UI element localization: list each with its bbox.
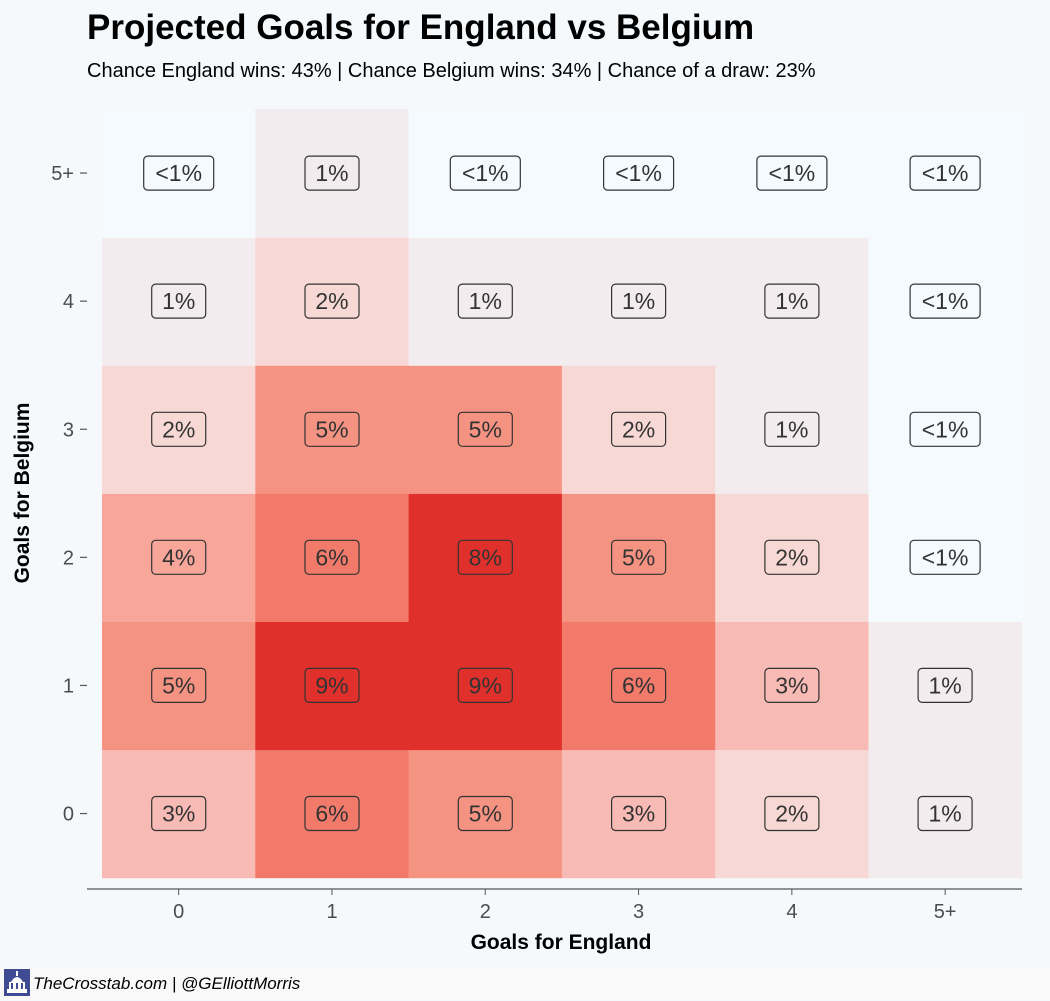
cell-label-box [304, 539, 360, 575]
cell-value-label: 6% [315, 544, 348, 570]
cell-label-box [610, 795, 667, 832]
cell-value-label: 5% [162, 672, 195, 698]
cell-value-label: 2% [315, 288, 348, 314]
y-tick-label: 4 [63, 291, 74, 313]
cell-label-box [151, 539, 207, 575]
cell-value-label: 8% [469, 544, 502, 570]
cell-label-box [151, 795, 207, 832]
cell-value-label: <1% [155, 160, 202, 186]
cell-label-box [457, 411, 513, 447]
cell-label-box [764, 283, 820, 319]
chart-subtitle: Chance England wins: 43% | Chance Belgiu… [87, 60, 816, 82]
cell-value-label: 4% [162, 544, 195, 570]
x-tick-label: 2 [480, 901, 491, 923]
footer: TheCrosstab.com | @GElliottMorris [0, 965, 1050, 1000]
cell-label-box [610, 411, 667, 447]
cell-value-label: 1% [928, 801, 961, 827]
cell-label-box [449, 155, 521, 191]
x-tick-label: 5+ [934, 901, 957, 923]
cell-value-label: 5% [469, 801, 502, 827]
cell-value-label: 2% [775, 801, 808, 827]
cell-value-label: 2% [775, 544, 808, 570]
x-axis-title: Goals for England [471, 931, 652, 954]
cell-value-label: 3% [622, 801, 655, 827]
y-tick-label: 2 [63, 547, 74, 569]
x-tick-label: 1 [326, 901, 337, 923]
cell-label-box [457, 795, 513, 832]
cell-label-box [143, 155, 215, 191]
cell-label-box [457, 283, 513, 319]
cell-value-label: 1% [162, 288, 195, 314]
cell-value-label: 2% [162, 416, 195, 442]
cell-value-label: <1% [922, 416, 969, 442]
cell-label-box [764, 667, 820, 704]
y-tick-label: 1 [63, 675, 74, 697]
cell-value-label: 3% [162, 801, 195, 827]
cell-value-label: <1% [922, 544, 969, 570]
cell-label-box [764, 539, 820, 575]
chart-title: Projected Goals for England vs Belgium [87, 8, 755, 47]
cell-value-label: 6% [622, 672, 655, 698]
capitol-building-icon [4, 969, 30, 1001]
y-tick-label: 3 [63, 419, 74, 441]
y-tick-label: 5+ [51, 163, 74, 185]
cell-label-box [602, 155, 675, 191]
cell-value-label: <1% [615, 160, 662, 186]
cell-value-label: 1% [622, 288, 655, 314]
cell-label-box [909, 283, 981, 319]
heatmap-cells [102, 109, 1023, 879]
cell-value-label: 1% [928, 672, 961, 698]
cell-value-label: <1% [922, 160, 969, 186]
cell-label-box [151, 283, 207, 319]
footer-credit: TheCrosstab.com | @GElliottMorris [33, 974, 301, 993]
cell-label-box [304, 155, 360, 191]
cell-label-box [304, 667, 360, 704]
cell-label-box [909, 155, 981, 191]
cell-label-box [764, 411, 820, 447]
cell-label-box [909, 411, 981, 447]
cell-label-box [610, 539, 667, 575]
cell-label-box [304, 795, 360, 832]
cell-label-box [304, 283, 360, 319]
cell-value-label: <1% [922, 288, 969, 314]
y-axis-ticks: 0 1 2 3 4 5+ [51, 163, 87, 826]
cell-value-label: 1% [315, 160, 348, 186]
cell-value-label: 6% [315, 801, 348, 827]
cell-label-box [457, 667, 513, 704]
cell-label-box [756, 155, 828, 191]
cell-label-box [457, 539, 513, 575]
cell-label-box [304, 411, 360, 447]
heatmap-chart: 3% 6% 5% 3% 2% 1% 5% 9% 9% 6% 3% 1% 4% 6% 8% 5% 2% <1% 2% 5… [11, 109, 1023, 954]
x-axis-ticks: 0 1 2 3 4 5+ [173, 889, 957, 923]
cell-value-label: <1% [769, 160, 816, 186]
cell-value-label: 5% [622, 544, 655, 570]
cell-label-box [151, 667, 207, 704]
y-axis-title: Goals for Belgium [11, 403, 34, 584]
cell-value-label: 3% [775, 672, 808, 698]
cell-value-label: 9% [469, 672, 502, 698]
x-tick-label: 0 [173, 901, 184, 923]
cell-label-box [909, 539, 981, 575]
cell-label-box [764, 795, 820, 832]
y-tick-label: 0 [63, 804, 74, 826]
cell-label-box [917, 795, 973, 832]
cell-label-box [610, 667, 667, 704]
cell-label-box [151, 411, 207, 447]
cell-label-box [917, 667, 973, 704]
cell-label-box [610, 283, 667, 319]
cell-value-label: 5% [315, 416, 348, 442]
cell-value-label: 5% [469, 416, 502, 442]
cell-value-label: 9% [315, 672, 348, 698]
cell-value-label: 1% [775, 288, 808, 314]
x-tick-label: 3 [633, 901, 644, 923]
cell-value-label: 2% [622, 416, 655, 442]
heatmap-labels: 3% 6% 5% 3% 2% 1% 5% 9% 9% 6% 3% 1% 4% 6% 8% 5% 2% <1% 2% 5… [143, 155, 981, 832]
cell-value-label: 1% [469, 288, 502, 314]
cell-value-label: 1% [775, 416, 808, 442]
cell-value-label: <1% [462, 160, 509, 186]
x-tick-label: 4 [786, 901, 797, 923]
